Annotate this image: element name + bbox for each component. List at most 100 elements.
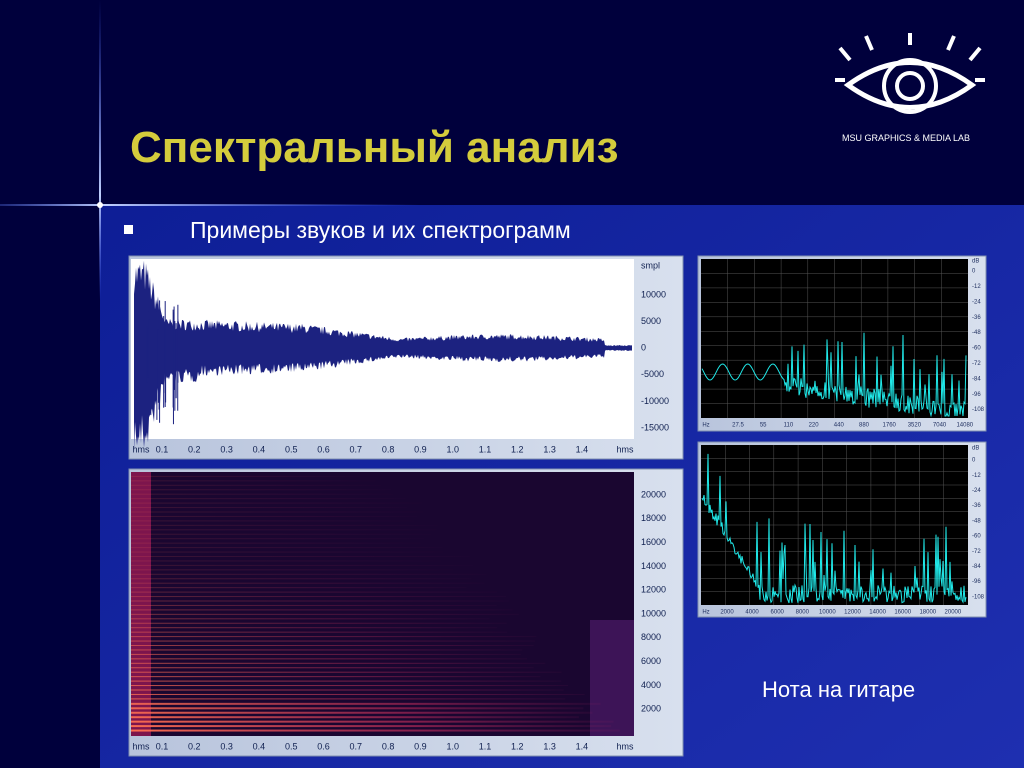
tick-label: 1.3 — [543, 741, 556, 751]
side-band — [0, 0, 100, 768]
tick-label: -84 — [972, 564, 981, 570]
spectrogram-harmonic — [131, 502, 423, 504]
tick-label: 16000 — [894, 610, 911, 616]
spectrogram-harmonic — [131, 716, 579, 719]
spectrogram-harmonic — [131, 475, 361, 477]
tick-label: 0.1 — [156, 444, 169, 454]
caption: Нота на гитаре — [762, 677, 915, 702]
tick-label: 7040 — [933, 423, 947, 429]
tick-label: 10000 — [819, 610, 836, 616]
tick-label: -24 — [972, 299, 981, 305]
tick-label: 14000 — [641, 561, 666, 571]
tick-label: 0.4 — [253, 741, 266, 751]
tick-label: 110 — [784, 423, 794, 429]
spectrogram-harmonic — [131, 569, 454, 571]
spectrogram-harmonic — [131, 591, 498, 593]
spectrogram-harmonic — [131, 609, 513, 611]
tick-label: 1.1 — [479, 444, 492, 454]
header-band — [0, 0, 1024, 205]
tick-label: 4000 — [641, 680, 661, 690]
tick-label: 0.2 — [188, 444, 201, 454]
tick-label: 4000 — [745, 610, 759, 616]
tick-label: 2000 — [641, 704, 661, 714]
spectrogram-harmonic — [131, 685, 569, 687]
tick-label: 5000 — [641, 316, 661, 326]
tick-label: 0.8 — [382, 741, 395, 751]
spectrogram-harmonic — [131, 627, 498, 629]
tick-label: hms — [132, 741, 150, 751]
tick-label: 0.5 — [285, 444, 298, 454]
logo — [835, 33, 985, 114]
tick-label: 0.5 — [285, 741, 298, 751]
tick-label: 2000 — [720, 610, 734, 616]
spectrogram-harmonic — [131, 573, 487, 575]
tick-label: 10000 — [641, 289, 666, 299]
tick-label: 16000 — [641, 537, 666, 547]
spectrogram-harmonic — [131, 711, 593, 714]
spectrogram-harmonic — [131, 564, 474, 566]
spectrogram-harmonic — [131, 725, 612, 728]
spectrogram-harmonic — [131, 560, 442, 562]
tick-label: 8000 — [641, 632, 661, 642]
spectrogram-harmonic — [131, 596, 507, 598]
tick-label: 8000 — [796, 610, 810, 616]
tick-label: -12 — [972, 284, 981, 290]
spectrogram-harmonic — [131, 507, 407, 509]
spectrogram-harmonic — [131, 631, 508, 633]
tick-label: 0.9 — [414, 741, 427, 751]
tick-label: 0.8 — [382, 444, 395, 454]
spectrogram-harmonic — [131, 542, 421, 544]
spectrogram-harmonic — [131, 671, 562, 673]
tick-label: 55 — [760, 423, 767, 429]
tick-label: 0.4 — [253, 444, 266, 454]
tick-label: 12000 — [844, 610, 861, 616]
spectrogram-harmonic — [131, 511, 424, 513]
spectrogram-harmonic — [131, 533, 432, 535]
spectrum-linear-line — [701, 453, 967, 604]
logo-text: MSU GRAPHICS & MEDIA LAB — [842, 133, 970, 143]
spectrogram-harmonic — [131, 480, 376, 482]
tick-label: 1.0 — [446, 444, 459, 454]
spectrogram-harmonic — [131, 676, 541, 678]
tick-label: 0 — [641, 343, 646, 353]
tick-label: 0.9 — [414, 444, 427, 454]
spectrogram-harmonic — [131, 693, 585, 695]
spectrogram-harmonic — [131, 662, 546, 664]
spectrogram-harmonic — [131, 578, 472, 580]
spectrogram-harmonic — [131, 707, 584, 710]
spectrogram-harmonic — [131, 667, 534, 669]
spectrogram-harmonic — [131, 613, 519, 615]
tick-label: -96 — [972, 579, 981, 585]
spectrogram-harmonic — [131, 520, 414, 522]
tick-label: 20000 — [945, 610, 962, 616]
tick-label: 0 — [972, 269, 976, 275]
spectrogram-harmonic — [131, 515, 417, 517]
tick-label: 0.3 — [220, 444, 233, 454]
spectrogram-harmonic — [131, 649, 523, 651]
spectrogram-harmonic — [131, 587, 467, 589]
star — [97, 202, 103, 208]
tick-label: hms — [616, 444, 634, 454]
spectrogram-harmonic — [131, 604, 497, 606]
spectrogram-harmonic — [131, 618, 490, 620]
tick-label: Hz — [702, 610, 709, 616]
tick-label: 12000 — [641, 585, 666, 595]
header-line — [0, 204, 420, 206]
spectrogram-harmonic — [131, 622, 507, 624]
tick-label: -5000 — [641, 369, 664, 379]
spectrogram-release — [590, 620, 634, 736]
bullet-marker — [124, 225, 133, 234]
tick-label: 3520 — [908, 423, 922, 429]
tick-label: 1.2 — [511, 741, 524, 751]
tick-label: hms — [616, 741, 634, 751]
spectrogram-harmonic — [131, 729, 620, 732]
spectrogram-harmonic — [131, 489, 391, 491]
tick-label: 14080 — [956, 423, 973, 429]
spectrogram-harmonic — [131, 547, 443, 549]
spectrogram-harmonic — [131, 645, 534, 646]
spectrogram-harmonic — [131, 551, 444, 553]
tick-label: 440 — [834, 423, 845, 429]
tick-label: 220 — [809, 423, 820, 429]
tick-label: 1.4 — [576, 444, 589, 454]
